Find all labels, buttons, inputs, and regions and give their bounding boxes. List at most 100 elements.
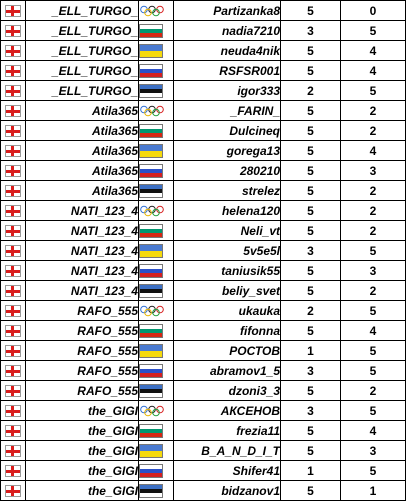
opponent-flag-cell	[138, 420, 174, 441]
score-player1: 5	[280, 60, 341, 81]
georgia-flag-icon	[5, 145, 21, 158]
georgia-flag-cell	[0, 420, 26, 441]
georgia-flag-icon	[5, 405, 21, 418]
georgia-flag-icon	[5, 365, 21, 378]
georgia-flag-icon	[5, 225, 21, 238]
georgia-flag-cell	[0, 400, 26, 421]
player1-name: the_GIGI	[25, 420, 139, 441]
player2-name: beliy_svet	[173, 280, 281, 301]
estonia-flag-icon	[139, 283, 163, 298]
score-player1: 1	[280, 340, 341, 361]
georgia-flag-cell	[0, 280, 26, 301]
player2-name: 280210	[173, 160, 281, 181]
georgia-flag-icon	[5, 325, 21, 338]
georgia-flag-icon	[5, 445, 21, 458]
score-player1: 2	[280, 300, 341, 321]
bulgaria-flag-icon	[139, 323, 163, 338]
player2-name: fifonna	[173, 320, 281, 341]
player2-name: neuda4nik	[173, 40, 281, 61]
player2-name: РОСТОВ	[173, 340, 281, 361]
player1-name: _ELL_TURGO_	[25, 0, 139, 21]
score-player2: 3	[340, 160, 406, 181]
georgia-flag-icon	[5, 85, 21, 98]
table-row: Atila365 gorega13 5 4	[0, 140, 406, 161]
opponent-flag-cell	[138, 180, 174, 201]
table-row: RAFO_555 ukauka 2 5	[0, 300, 406, 321]
opponent-flag-cell	[138, 80, 174, 101]
georgia-flag-icon	[5, 65, 21, 78]
score-player1: 3	[280, 240, 341, 261]
player1-name: Atila365	[25, 120, 139, 141]
player1-name: Atila365	[25, 160, 139, 181]
opponent-flag-cell	[138, 380, 174, 401]
score-player2: 2	[340, 280, 406, 301]
player1-name: RAFO_555	[25, 320, 139, 341]
georgia-flag-cell	[0, 120, 26, 141]
georgia-flag-icon	[5, 25, 21, 38]
player2-name: gorega13	[173, 140, 281, 161]
player2-name: 5v5e5l	[173, 240, 281, 261]
opponent-flag-cell	[138, 240, 174, 261]
georgia-flag-cell	[0, 240, 26, 261]
player1-name: _ELL_TURGO_	[25, 40, 139, 61]
table-row: _ELL_TURGO_ neuda4nik 5 4	[0, 40, 406, 61]
player1-name: the_GIGI	[25, 460, 139, 481]
score-player2: 2	[340, 380, 406, 401]
player1-name: NATI_123_4	[25, 260, 139, 281]
olympic-rings-icon	[140, 105, 166, 117]
opponent-flag-cell	[138, 320, 174, 341]
player2-name: Shifer41	[173, 460, 281, 481]
georgia-flag-icon	[5, 305, 21, 318]
player2-name: bidzanov1	[173, 480, 281, 501]
table-row: the_GIGI bidzanov1 5 1	[0, 480, 406, 501]
player1-name: the_GIGI	[25, 480, 139, 501]
score-player2: 0	[340, 0, 406, 21]
table-row: Atila365 strelez 5 2	[0, 180, 406, 201]
player1-name: the_GIGI	[25, 400, 139, 421]
score-player1: 5	[280, 140, 341, 161]
table-row: the_GIGI Shifer41 1 5	[0, 460, 406, 481]
score-player1: 5	[280, 320, 341, 341]
player2-name: abramov1_5	[173, 360, 281, 381]
georgia-flag-cell	[0, 20, 26, 41]
score-player2: 2	[340, 100, 406, 121]
score-player2: 4	[340, 60, 406, 81]
ukraine-flag-icon	[139, 43, 163, 58]
russia-flag-icon	[139, 263, 163, 278]
player2-name: nadia7210	[173, 20, 281, 41]
opponent-flag-cell	[138, 0, 174, 21]
georgia-flag-icon	[5, 245, 21, 258]
player1-name: RAFO_555	[25, 300, 139, 321]
opponent-flag-cell	[138, 100, 174, 121]
estonia-flag-icon	[139, 183, 163, 198]
score-player1: 5	[280, 380, 341, 401]
opponent-flag-cell	[138, 400, 174, 421]
georgia-flag-cell	[0, 80, 26, 101]
estonia-flag-icon	[139, 383, 163, 398]
table-row: RAFO_555 dzoni3_3 5 2	[0, 380, 406, 401]
opponent-flag-cell	[138, 200, 174, 221]
olympic-rings-icon	[140, 305, 166, 317]
georgia-flag-cell	[0, 200, 26, 221]
score-player2: 3	[340, 440, 406, 461]
opponent-flag-cell	[138, 360, 174, 381]
georgia-flag-icon	[5, 5, 21, 18]
georgia-flag-cell	[0, 160, 26, 181]
score-player2: 5	[340, 240, 406, 261]
ukraine-flag-icon	[139, 143, 163, 158]
player1-name: NATI_123_4	[25, 280, 139, 301]
player2-name: dzoni3_3	[173, 380, 281, 401]
georgia-flag-icon	[5, 205, 21, 218]
player1-name: _ELL_TURGO_	[25, 20, 139, 41]
player1-name: the_GIGI	[25, 440, 139, 461]
olympic-rings-icon	[140, 205, 166, 217]
player2-name: helena120	[173, 200, 281, 221]
georgia-flag-cell	[0, 360, 26, 381]
score-player2: 5	[340, 400, 406, 421]
georgia-flag-icon	[5, 345, 21, 358]
score-player2: 1	[340, 480, 406, 501]
ukraine-flag-icon	[139, 443, 163, 458]
georgia-flag-icon	[5, 165, 21, 178]
georgia-flag-cell	[0, 180, 26, 201]
score-player2: 4	[340, 40, 406, 61]
